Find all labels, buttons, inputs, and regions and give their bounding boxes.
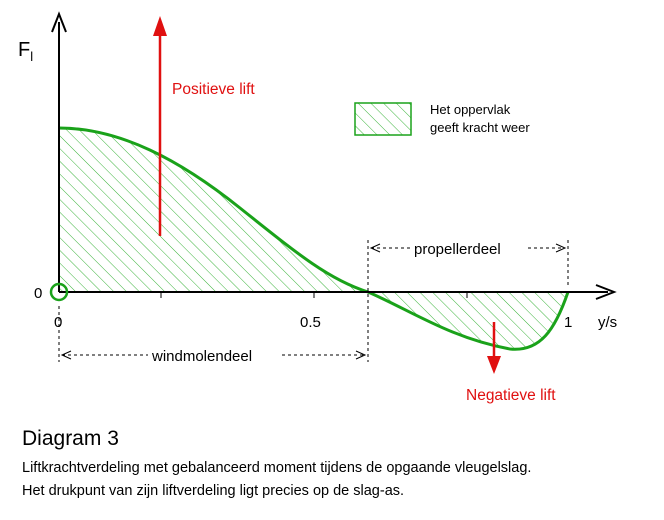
- origin-label: 0: [34, 285, 42, 302]
- windmill-dim-arrow-right: [355, 350, 367, 360]
- lift-area-hatch: [59, 128, 568, 350]
- propeller-section-label: propellerdeel: [414, 241, 501, 258]
- negative-lift-label: Negatieve lift: [466, 387, 556, 404]
- x-axis-label: y/s: [598, 314, 617, 331]
- legend-text-line2: geeft kracht weer: [430, 120, 530, 135]
- x-axis-arrowhead: [595, 284, 617, 300]
- lift-curve: [58, 126, 570, 351]
- caption-line-2: Het drukpunt van zijn liftverdeling ligt…: [22, 483, 405, 499]
- windmill-section-label: windmolendeel: [151, 348, 252, 365]
- x-tick-label-1: 1: [564, 314, 572, 331]
- positive-lift-arrowhead: [153, 16, 167, 36]
- x-tick-label-0: 0: [54, 314, 62, 331]
- propeller-dim-arrow-left: [369, 243, 381, 253]
- propeller-dim-arrow-right: [555, 243, 567, 253]
- legend-text-line1: Het oppervlak: [430, 102, 511, 117]
- caption-line-1: Liftkrachtverdeling met gebalanceerd mom…: [22, 460, 532, 476]
- legend-swatch: [354, 102, 412, 136]
- lift-distribution-diagram: Fl 0 0 0.5 1 y/s windmolendeel propeller…: [18, 11, 617, 404]
- origin-marker: [49, 282, 69, 302]
- y-axis-arrowhead: [51, 11, 67, 33]
- y-axis-label: Fl: [18, 39, 33, 64]
- y-axis-subscript: l: [30, 49, 33, 64]
- windmill-dim-arrow-left: [60, 350, 72, 360]
- positive-lift-label: Positieve lift: [172, 81, 255, 98]
- caption-title: Diagram 3: [22, 427, 119, 450]
- negative-lift-arrowhead: [487, 356, 501, 374]
- x-tick-label-0.5: 0.5: [300, 314, 321, 331]
